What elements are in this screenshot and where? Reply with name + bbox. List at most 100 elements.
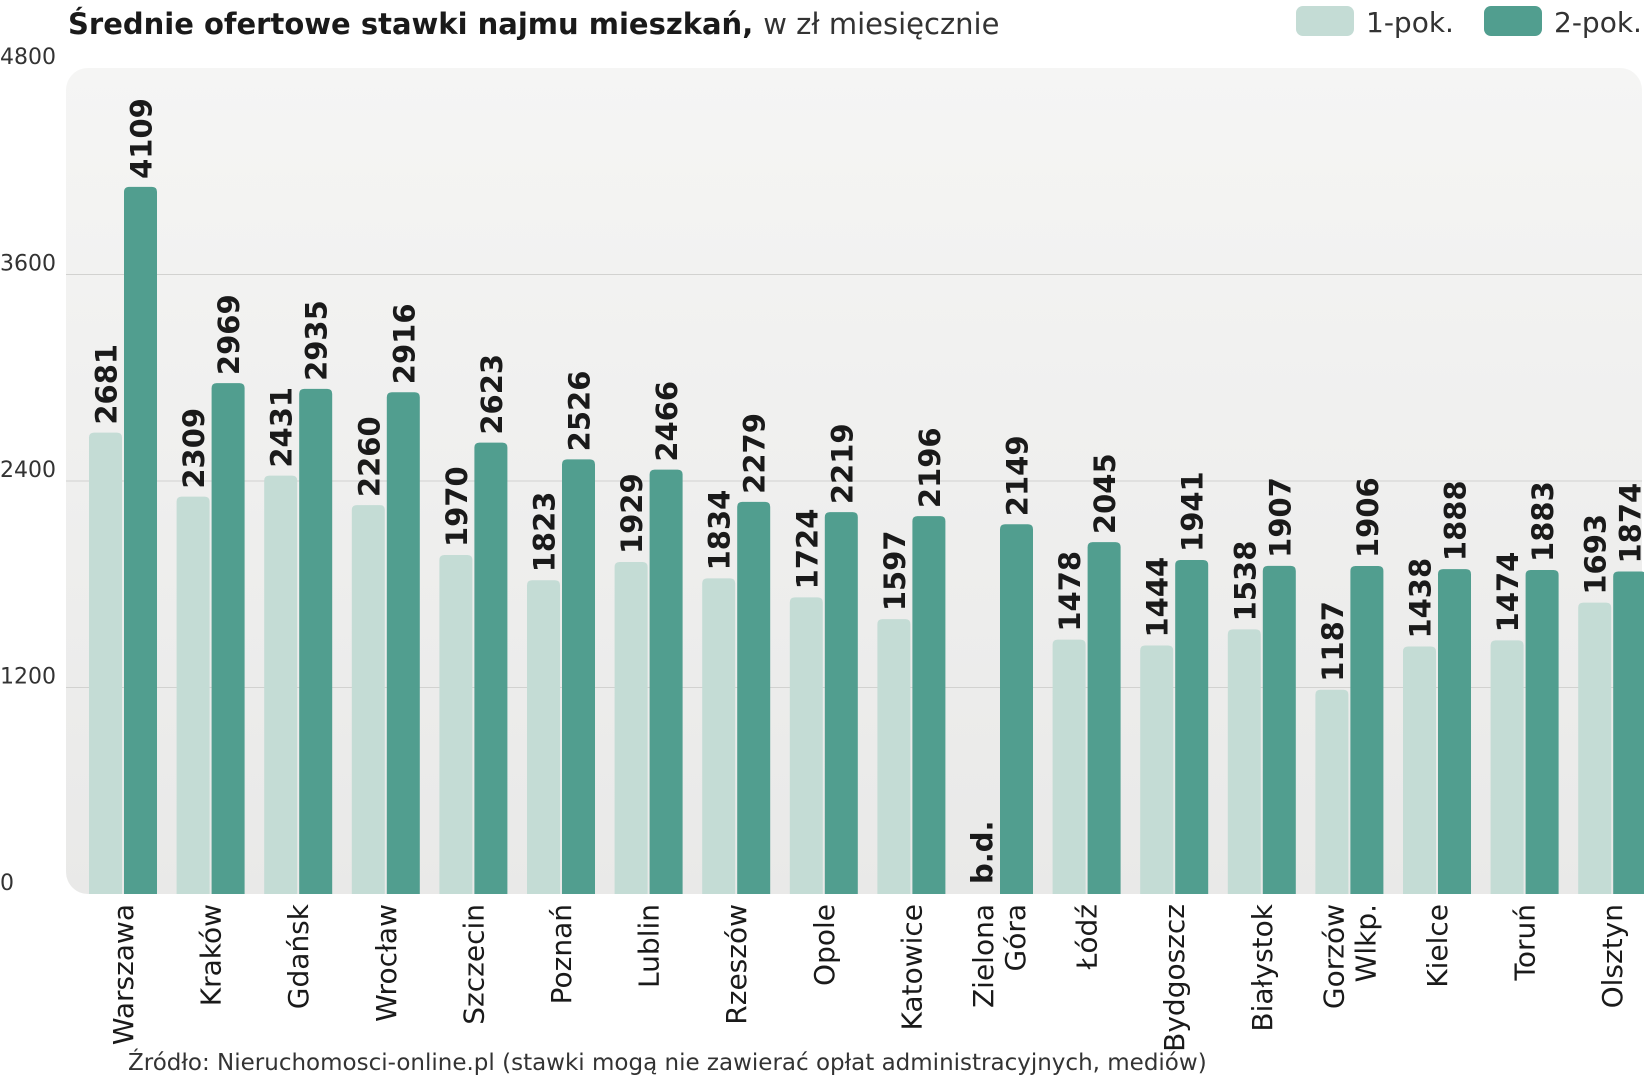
y-tick-label: 3600 (0, 252, 56, 277)
category-label: Gdańsk (282, 903, 315, 1009)
category-label: Łódź (1071, 904, 1104, 970)
bar-1pok (877, 619, 911, 894)
bar-2pok (912, 516, 946, 894)
value-label: 1538 (1228, 541, 1262, 622)
value-label: 2916 (387, 303, 421, 384)
bar-2pok (124, 186, 157, 895)
category-label: Opole (808, 904, 841, 986)
bar-1pok (1227, 629, 1261, 894)
category-label: Katowice (895, 904, 928, 1030)
chart-title: Średnie ofertowe stawki najmu mieszkań, w… (68, 7, 999, 41)
bar-1pok (89, 432, 122, 894)
value-label: 1929 (615, 473, 649, 554)
bar-2pok (299, 388, 333, 894)
category-label: Wrocław (370, 904, 403, 1022)
value-label: 2309 (177, 408, 211, 489)
value-label: 2279 (738, 413, 772, 494)
bar-2pok (737, 501, 771, 894)
category-label: Gorzów (1317, 904, 1350, 1009)
bar-1pok (1052, 639, 1086, 894)
y-axis-ticks: 0 1200 2400 3600 4800 (0, 45, 56, 896)
bar-2pok (649, 469, 683, 894)
value-label: 1693 (1579, 514, 1613, 595)
value-label: 1970 (440, 466, 474, 547)
bar-2pok (1525, 569, 1559, 894)
bars (89, 186, 1644, 895)
category-labels: Warszawa Kraków Gdańsk Wrocław Szczecin Pozna… (107, 903, 1629, 1052)
bar-1pok (614, 562, 648, 894)
bar-2pok (1087, 542, 1121, 894)
bar-2pok (1175, 559, 1209, 894)
bar-1pok (1140, 645, 1174, 894)
bar-1pok (1578, 602, 1612, 894)
bar-1pok (1403, 646, 1436, 894)
bar-1pok (351, 505, 385, 894)
legend-label-2pok: 2-pok. (1554, 6, 1642, 39)
value-label: 2219 (825, 423, 859, 504)
value-label: 1906 (1351, 477, 1385, 558)
value-label: 1724 (790, 509, 824, 590)
category-label: Rzeszów (720, 904, 753, 1025)
category-label: Warszawa (107, 904, 140, 1045)
category-label: Szczecin (457, 904, 490, 1025)
bar-1pok (1315, 689, 1349, 894)
bar-2pok (1438, 569, 1471, 894)
title-subtitle: w zł miesięcznie (763, 7, 999, 41)
value-label: 2969 (212, 294, 246, 375)
legend-swatch-1pok (1296, 6, 1354, 36)
category-label: Toruń (1509, 904, 1542, 981)
value-label: 2149 (1001, 435, 1035, 516)
category-label: Białystok (1246, 903, 1279, 1031)
bar-2pok (211, 383, 245, 894)
source-note: Źródło: Nieruchomosci-online.pl (stawki … (128, 1048, 1207, 1076)
bar-1pok (439, 554, 473, 894)
value-label: 1474 (1491, 552, 1525, 633)
value-label: 2260 (352, 416, 386, 497)
value-label: 2045 (1088, 453, 1122, 534)
y-tick-label: 2400 (0, 458, 56, 483)
category-label: Góra (999, 904, 1032, 972)
value-label: 2623 (475, 354, 509, 435)
value-label: 2681 (90, 344, 124, 425)
bar-2pok (1262, 565, 1296, 894)
value-label: 1823 (528, 492, 562, 573)
bar-2pok (1000, 524, 1033, 894)
value-label: 1883 (1526, 481, 1560, 562)
value-label: 2466 (650, 381, 684, 462)
y-tick-label: 4800 (0, 45, 56, 70)
legend-label-1pok: 1-pok. (1366, 6, 1454, 39)
value-label: 1438 (1404, 558, 1438, 639)
value-label: 1941 (1176, 471, 1210, 552)
value-label: 1597 (878, 530, 912, 611)
value-label: 1834 (703, 490, 737, 571)
category-label: Zielona (967, 904, 1000, 1008)
value-label: 2431 (265, 387, 299, 468)
bar-2pok (386, 392, 420, 894)
bar-1pok (789, 597, 823, 894)
legend-swatch-2pok (1484, 6, 1542, 36)
category-label: Wlkp. (1349, 904, 1382, 982)
bar-1pok (264, 475, 298, 894)
y-tick-label: 0 (0, 871, 14, 896)
category-label: Lublin (633, 904, 666, 988)
category-label: Kielce (1421, 904, 1454, 988)
bar-2pok (562, 459, 595, 894)
value-label: 2935 (300, 300, 334, 381)
bar-2pok (824, 512, 858, 894)
value-label: 1187 (1316, 601, 1350, 682)
value-label: 2526 (563, 371, 597, 452)
value-label: 4109 (125, 98, 159, 179)
bar-2pok (1613, 571, 1644, 894)
missing-value-label: b.d. (966, 820, 1000, 884)
category-label: Bydgoszcz (1158, 904, 1191, 1052)
value-label: 1444 (1141, 557, 1175, 638)
bar-1pok (1490, 640, 1524, 894)
value-label: 1478 (1053, 551, 1087, 632)
category-label: Olsztyn (1596, 904, 1629, 1008)
y-tick-label: 1200 (0, 665, 56, 690)
value-label: 2196 (913, 427, 947, 508)
title-main: Średnie ofertowe stawki najmu mieszkań, (68, 7, 753, 41)
category-label: Poznań (545, 904, 578, 1004)
